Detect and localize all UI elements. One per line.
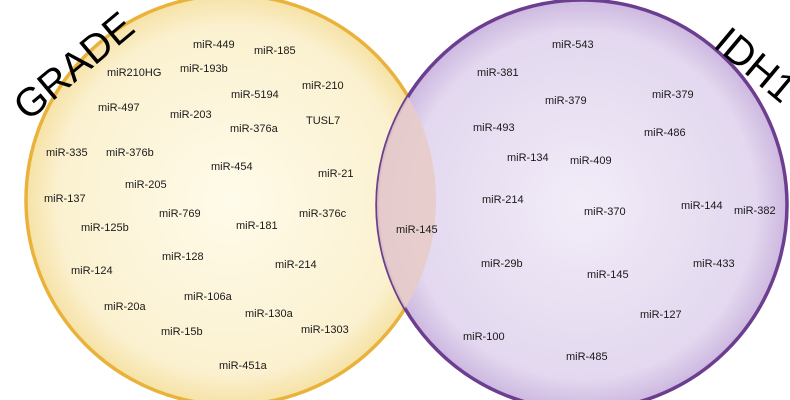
idh1-only-labels: miR-543 miR-381 miR-379 miR-379 miR-493 miR-4… <box>463 39 776 363</box>
grade-mirna-label-15: miR-137 <box>44 193 86 205</box>
idh1-mirna-label-0: miR-543 <box>552 39 594 51</box>
grade-mirna-label-12: miR-454 <box>211 161 253 173</box>
idh1-mirna-label-10: miR-144 <box>681 200 723 212</box>
grade-mirna-label-21: miR-124 <box>71 265 113 277</box>
grade-mirna-label-17: miR-376c <box>299 208 347 220</box>
overlap-mirna-label-0: miR-145 <box>396 224 438 236</box>
grade-mirna-label-0: miR-449 <box>193 39 235 51</box>
grade-mirna-label-23: miR-106a <box>184 291 233 303</box>
grade-mirna-label-18: miR-125b <box>81 222 129 234</box>
idh1-mirna-label-5: miR-486 <box>644 127 686 139</box>
grade-only-labels: miR-449 miR-185 miR210HG miR-193b miR-210 miR… <box>44 39 353 372</box>
grade-mirna-label-5: miR-497 <box>98 102 140 114</box>
grade-mirna-label-26: miR-15b <box>161 326 203 338</box>
idh1-mirna-label-11: miR-382 <box>734 205 776 217</box>
idh1-mirna-label-1: miR-381 <box>477 67 519 79</box>
grade-mirna-label-8: TUSL7 <box>306 115 340 127</box>
idh1-mirna-label-16: miR-100 <box>463 331 505 343</box>
idh1-mirna-label-7: miR-409 <box>570 155 612 167</box>
grade-mirna-label-25: miR-130a <box>245 308 294 320</box>
grade-mirna-label-20: miR-128 <box>162 251 204 263</box>
idh1-mirna-label-8: miR-214 <box>482 194 524 206</box>
overlap-labels: miR-145 <box>396 224 438 236</box>
grade-mirna-label-13: miR-21 <box>318 168 353 180</box>
idh1-mirna-label-14: miR-433 <box>693 258 735 270</box>
grade-mirna-label-24: miR-20a <box>104 301 146 313</box>
grade-mirna-label-9: miR-376a <box>230 123 279 135</box>
grade-mirna-label-22: miR-214 <box>275 259 317 271</box>
idh1-mirna-label-3: miR-379 <box>652 89 694 101</box>
idh1-mirna-label-12: miR-29b <box>481 258 523 270</box>
grade-mirna-label-10: miR-335 <box>46 147 88 159</box>
grade-mirna-label-1: miR-185 <box>254 45 296 57</box>
grade-mirna-label-4: miR-210 <box>302 80 344 92</box>
grade-mirna-label-6: miR-5194 <box>231 89 279 101</box>
idh1-mirna-label-6: miR-134 <box>507 152 549 164</box>
grade-mirna-label-16: miR-769 <box>159 208 201 220</box>
idh1-mirna-label-2: miR-379 <box>545 95 587 107</box>
grade-mirna-label-2: miR210HG <box>107 67 161 79</box>
idh1-mirna-label-15: miR-127 <box>640 309 682 321</box>
grade-mirna-label-19: miR-181 <box>236 220 278 232</box>
grade-mirna-label-27: miR-1303 <box>301 324 349 336</box>
idh1-mirna-label-17: miR-485 <box>566 351 608 363</box>
idh1-mirna-label-9: miR-370 <box>584 206 626 218</box>
idh1-mirna-label-4: miR-493 <box>473 122 515 134</box>
idh1-mirna-label-13: miR-145 <box>587 269 629 281</box>
grade-mirna-label-14: miR-205 <box>125 179 167 191</box>
grade-mirna-label-7: miR-203 <box>170 109 212 121</box>
grade-mirna-label-28: miR-451a <box>219 360 268 372</box>
grade-mirna-label-3: miR-193b <box>180 63 228 75</box>
grade-mirna-label-11: miR-376b <box>106 147 154 159</box>
